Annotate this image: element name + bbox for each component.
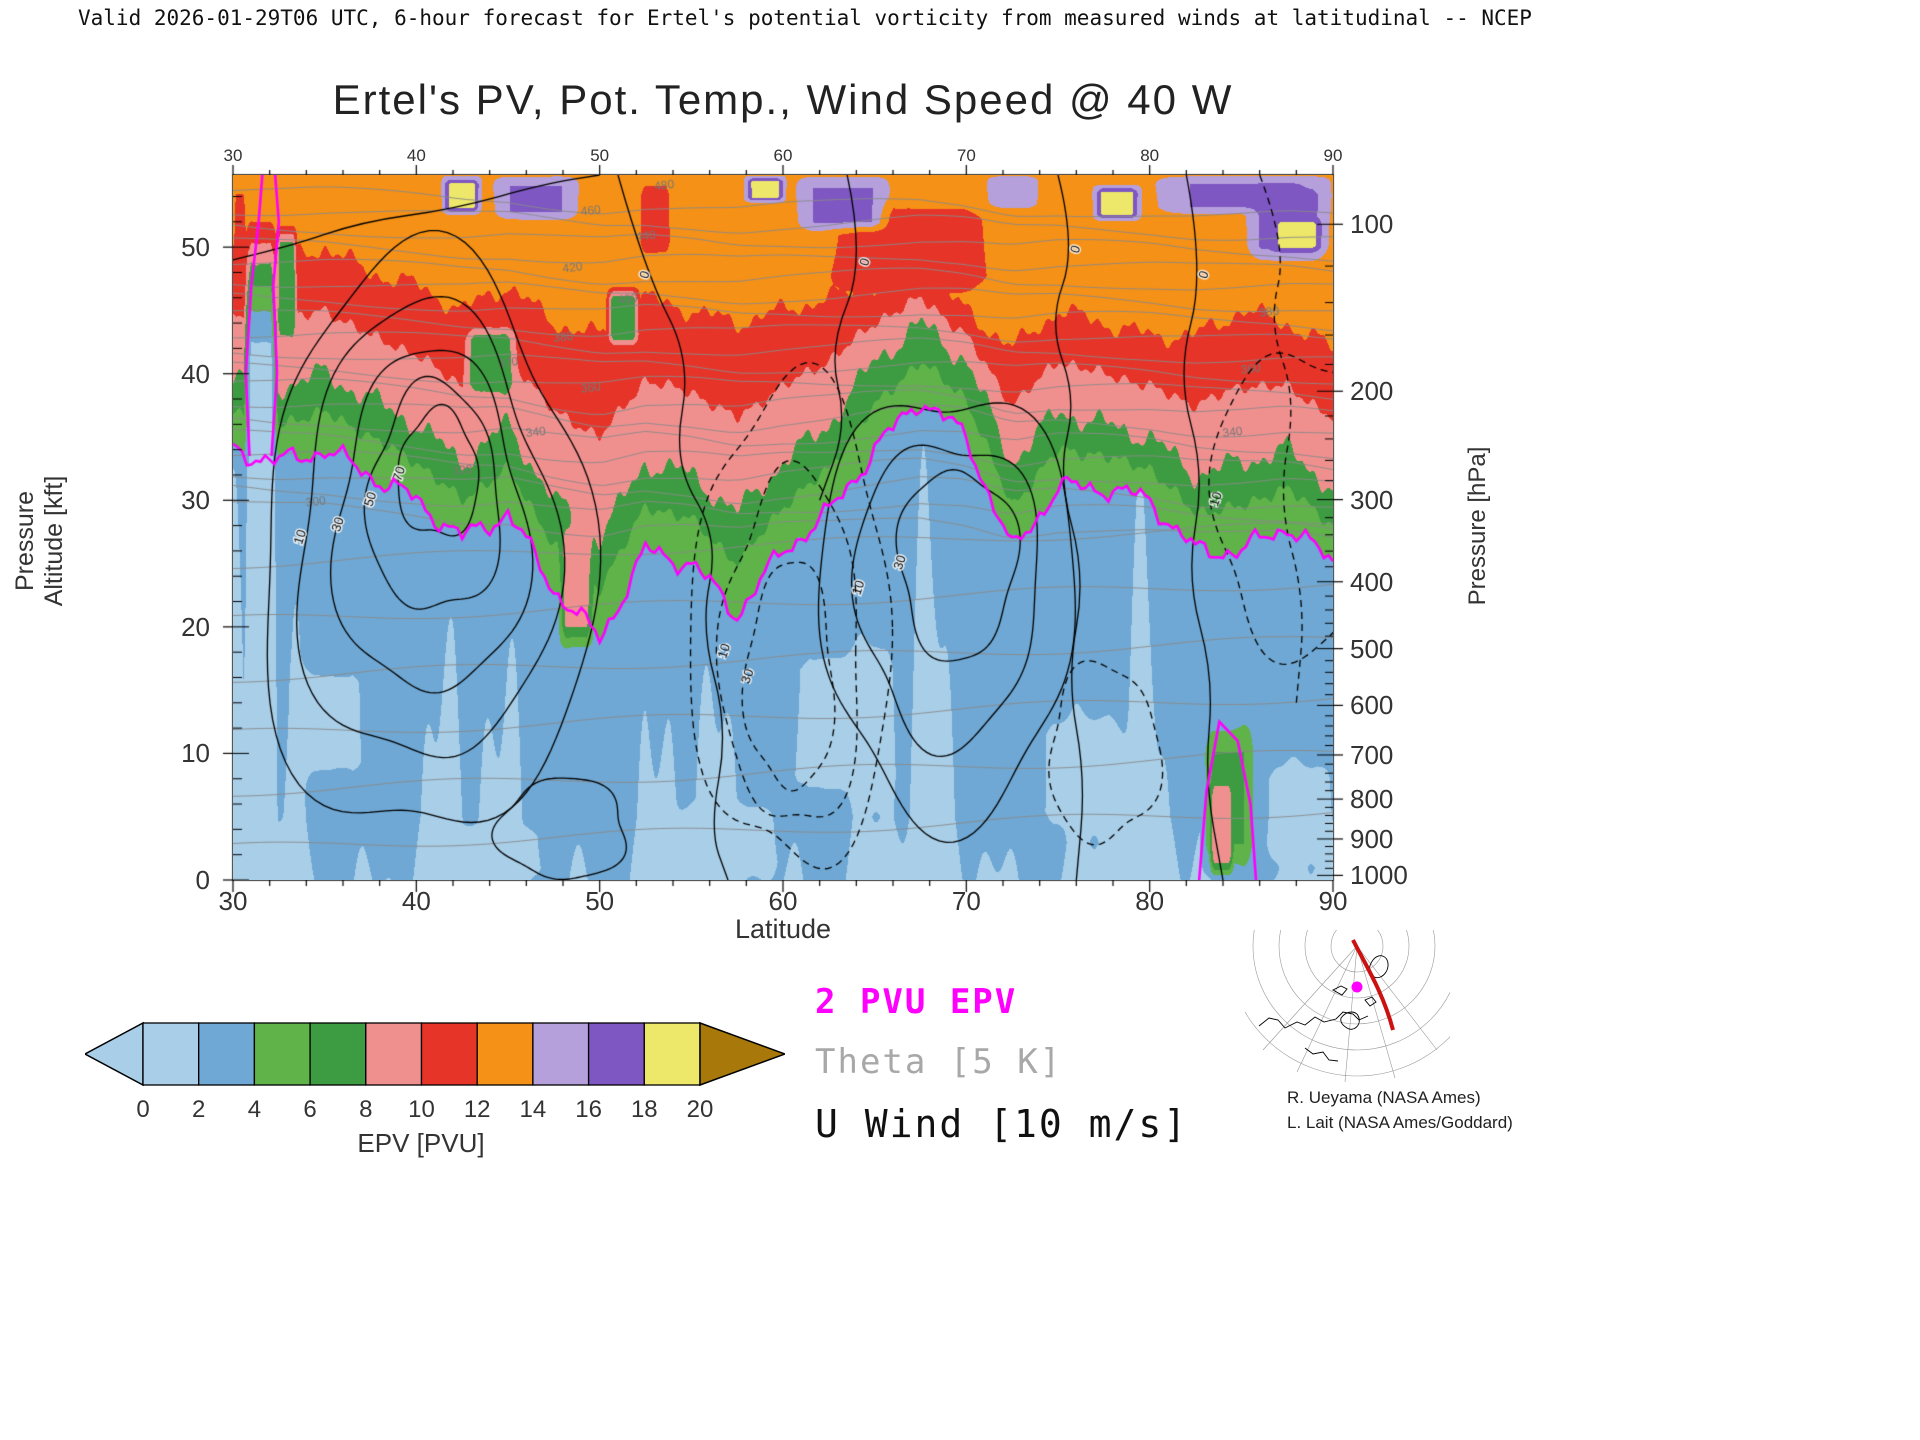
- right-tick-500: 500: [1350, 633, 1394, 664]
- right-tick-600: 600: [1350, 690, 1394, 721]
- colorbar-segment: [253, 1022, 311, 1086]
- colorbar-segment: [643, 1022, 701, 1086]
- validity-header: Valid 2026-01-29T06 UTC, 6-hour forecast…: [78, 6, 1532, 30]
- map-cross-section-meridian: [1351, 939, 1395, 1031]
- colorbar-segment: [420, 1022, 478, 1086]
- bottom-tick-40: 40: [401, 886, 431, 916]
- colorbar-title: EPV [PVU]: [357, 1128, 485, 1158]
- colorbar-over-arrow: [699, 1021, 788, 1087]
- colorbar-tick-0: 0: [136, 1096, 150, 1123]
- top-tick-60: 60: [773, 146, 793, 165]
- top-tick-30: 30: [223, 146, 243, 165]
- credit-line-1: R. Ueyama (NASA Ames): [1287, 1088, 1481, 1107]
- colorbar-under-arrow: [83, 1021, 144, 1087]
- x-axis-title: Latitude: [734, 914, 832, 944]
- map-location-dot: [1351, 981, 1363, 993]
- left-tick-10: 10: [181, 738, 210, 769]
- colorbar-tick-14: 14: [519, 1096, 547, 1123]
- colorbar-segment: [365, 1022, 423, 1086]
- left-tick-50: 50: [181, 232, 210, 263]
- credit-line-2: L. Lait (NASA Ames/Goddard): [1287, 1113, 1513, 1132]
- bottom-tick-90: 90: [1318, 886, 1348, 916]
- colorbar-tick-20: 20: [686, 1096, 714, 1123]
- top-tick-40: 40: [406, 146, 426, 165]
- colorbar-tick-12: 12: [463, 1096, 491, 1123]
- bottom-tick-80: 80: [1135, 886, 1165, 916]
- colorbar-segment: [532, 1022, 590, 1086]
- bottom-tick-60: 60: [768, 886, 798, 916]
- legend-item-theta: Theta [5 K]: [815, 1042, 1063, 1082]
- bottom-tick-50: 50: [585, 886, 615, 916]
- legend-item-pv2: 2 PVU EPV: [815, 982, 1018, 1022]
- cross-section-canvas: [233, 175, 1333, 880]
- map-coastlines: [1258, 955, 1389, 1062]
- top-tick-50: 50: [590, 146, 610, 165]
- right-tick-800: 800: [1350, 784, 1394, 815]
- bottom-tick-30: 30: [218, 886, 248, 916]
- colorbar-tick-10: 10: [408, 1096, 435, 1123]
- y-axis-title-right: Pressure [hPa]: [1464, 446, 1491, 606]
- colorbar-segment: [309, 1022, 367, 1086]
- colorbar-segment: [198, 1022, 256, 1086]
- chart-title: Ertel's PV, Pot. Temp., Wind Speed @ 40 …: [332, 76, 1234, 123]
- bottom-tick-70: 70: [951, 886, 981, 916]
- colorbar-tick-16: 16: [575, 1096, 602, 1123]
- top-tick-90: 90: [1323, 146, 1343, 165]
- top-tick-70: 70: [956, 146, 976, 165]
- colorbar-tick-18: 18: [630, 1096, 658, 1123]
- colorbar-tick-4: 4: [247, 1096, 262, 1123]
- colorbar-tick-2: 2: [192, 1096, 206, 1123]
- colorbar-tick-8: 8: [359, 1096, 373, 1123]
- colorbar-svg: [83, 1021, 788, 1087]
- colorbar-segment: [476, 1022, 534, 1086]
- colorbar-segment: [587, 1022, 645, 1086]
- left-tick-40: 40: [181, 358, 210, 389]
- right-tick-200: 200: [1350, 376, 1394, 407]
- location-mini-map: [1245, 930, 1450, 1083]
- right-tick-700: 700: [1350, 739, 1394, 770]
- colorbar-tick-6: 6: [303, 1096, 317, 1123]
- right-tick-300: 300: [1350, 484, 1394, 515]
- map-graticule: [1245, 930, 1450, 1083]
- right-tick-1000: 1000: [1350, 860, 1408, 891]
- legend: 2 PVU EPV Theta [5 K] U Wind [10 m/s]: [815, 982, 1188, 1166]
- top-tick-80: 80: [1140, 146, 1160, 165]
- left-tick-20: 20: [181, 611, 210, 642]
- colorbar: [83, 1018, 788, 1095]
- left-tick-30: 30: [181, 485, 210, 516]
- right-tick-100: 100: [1350, 209, 1394, 240]
- y-axis-title-left: Pressure Altitude [kft]: [11, 475, 68, 607]
- right-tick-400: 400: [1350, 566, 1394, 597]
- legend-item-uwind: U Wind [10 m/s]: [815, 1102, 1189, 1146]
- left-tick-0: 0: [195, 865, 210, 895]
- right-tick-900: 900: [1350, 823, 1394, 854]
- colorbar-segment: [142, 1022, 200, 1086]
